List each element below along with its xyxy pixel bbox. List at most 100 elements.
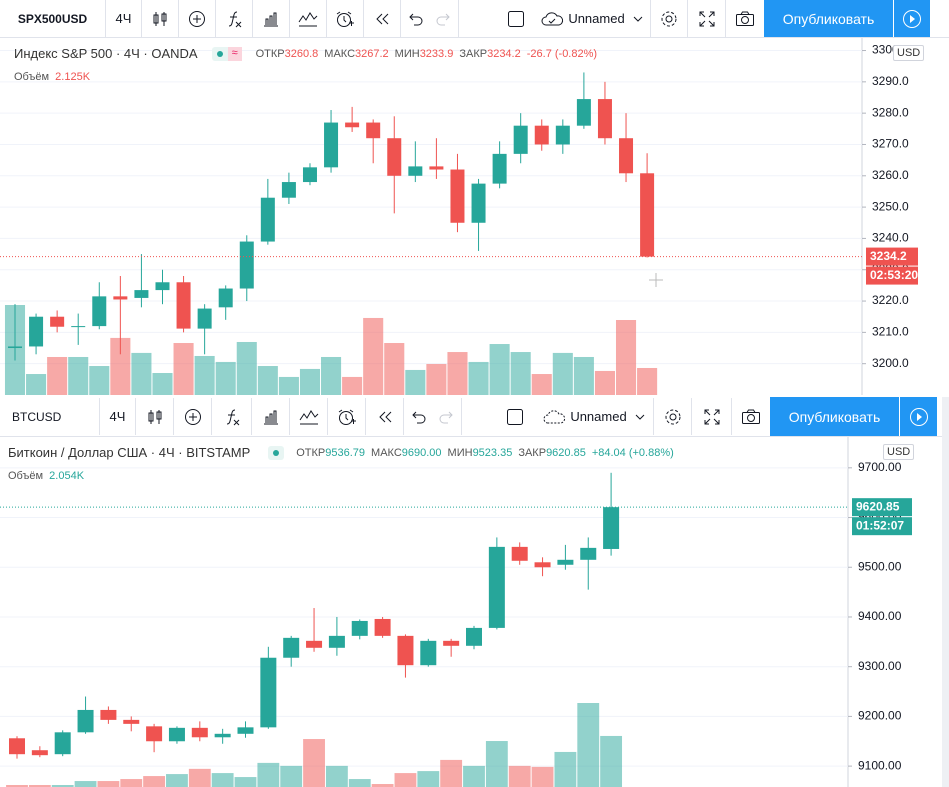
layout-name[interactable]: Unnamed <box>533 0 651 37</box>
chart-title: Биткоин / Доллар США · 4Ч · BITSTAMP <box>8 445 251 460</box>
volume-bar <box>325 765 348 787</box>
candle-body <box>580 547 597 560</box>
volume-bar <box>68 356 89 395</box>
fullscreen-button[interactable] <box>688 0 726 37</box>
candle-body <box>429 166 444 170</box>
icon <box>742 409 760 424</box>
candle-body <box>9 738 25 755</box>
low-value: 9523.35 <box>472 446 513 459</box>
last-price-box <box>866 247 918 266</box>
undo-button[interactable] <box>401 0 429 37</box>
interval[interactable]: 4Ч <box>100 398 136 435</box>
volume-bar <box>600 735 623 787</box>
replay-button[interactable] <box>366 398 404 435</box>
volume-bar <box>97 781 120 787</box>
y-tick-label: 3270.0 <box>872 137 909 151</box>
candle-body <box>8 346 22 349</box>
currency-badge[interactable]: USD <box>883 444 915 460</box>
y-tick-label: 9300.00 <box>858 659 902 673</box>
snapshot-button[interactable] <box>732 398 770 435</box>
candle-body <box>50 316 65 327</box>
candle-body <box>471 183 486 223</box>
last-price-box <box>852 498 912 517</box>
volume-bar <box>342 376 363 395</box>
templates-button[interactable] <box>253 0 290 37</box>
volume-bar <box>143 776 166 787</box>
alert-indicator-button[interactable] <box>290 398 328 435</box>
volume-bar <box>131 352 152 395</box>
symbol-search[interactable]: BTCUSD <box>0 398 100 435</box>
volume-bar <box>74 781 97 787</box>
low-value: 3233.9 <box>419 47 454 60</box>
layout-button[interactable] <box>496 398 534 435</box>
alert-button[interactable] <box>327 0 364 37</box>
change-value: -26.7 (-0.82%) <box>526 47 598 60</box>
layout-name[interactable]: Unnamed <box>534 398 654 435</box>
layout-name-text: Unnamed <box>570 409 627 424</box>
volume-label: Объём <box>8 470 44 482</box>
status-badge <box>268 445 285 460</box>
candle-body <box>197 308 212 329</box>
icon <box>699 11 714 26</box>
indicators-button[interactable] <box>216 0 253 37</box>
redo-button[interactable] <box>429 0 459 37</box>
compare-button[interactable] <box>174 398 212 435</box>
close-value: 3234.2 <box>487 47 521 60</box>
candle-body <box>466 627 482 646</box>
candle-body <box>324 122 339 168</box>
volume-bar <box>278 376 299 395</box>
undo-button[interactable] <box>404 398 432 435</box>
candle-body <box>260 197 275 242</box>
volume-bar <box>110 337 131 395</box>
icon <box>263 410 278 424</box>
snapshot-button[interactable] <box>726 0 764 37</box>
right-strip <box>942 397 949 787</box>
chart-type-button[interactable] <box>136 398 174 435</box>
icon <box>298 11 318 26</box>
volume-bar <box>463 765 485 787</box>
icon <box>909 407 928 426</box>
y-tick-label: 9500.00 <box>858 559 902 573</box>
candle-body <box>134 290 149 298</box>
candle-body <box>71 326 86 328</box>
icon <box>543 409 566 423</box>
candle-body <box>492 153 507 184</box>
interval[interactable]: 4Ч <box>106 0 142 37</box>
low-label: МИН <box>447 446 473 459</box>
volume-bar <box>236 341 257 395</box>
indicators-button[interactable] <box>212 398 252 435</box>
icon <box>736 11 754 26</box>
candle-body <box>597 99 612 139</box>
settings-button[interactable] <box>651 0 688 37</box>
candle-body <box>420 640 437 666</box>
templates-button[interactable] <box>252 398 290 435</box>
volume-bar <box>508 765 531 787</box>
candle-body <box>534 125 549 145</box>
open-value: 9536.79 <box>325 446 366 459</box>
replay-button[interactable] <box>364 0 401 37</box>
volume-bar <box>485 741 508 787</box>
chart-type-button[interactable] <box>142 0 179 37</box>
currency-badge[interactable]: USD <box>893 45 925 61</box>
fullscreen-button[interactable] <box>692 398 732 435</box>
alert-indicator-button[interactable] <box>290 0 327 37</box>
publish-button[interactable]: Опубликовать <box>764 0 893 37</box>
symbol-search[interactable]: SPX500USD <box>0 0 106 37</box>
redo-button[interactable] <box>432 398 462 435</box>
y-tick-label: 3210.0 <box>872 325 909 339</box>
alert-button[interactable] <box>328 398 366 435</box>
volume-bar <box>417 771 440 787</box>
volume-bar <box>257 762 280 787</box>
compare-button[interactable] <box>179 0 216 37</box>
candle-body <box>534 562 551 568</box>
icon <box>189 10 205 27</box>
settings-button[interactable] <box>654 398 692 435</box>
publish-button[interactable]: Опубликовать <box>770 397 899 436</box>
volume-bar <box>468 361 489 395</box>
volume-bar <box>577 703 600 787</box>
play-button[interactable] <box>893 0 930 37</box>
layout-button[interactable] <box>499 0 533 37</box>
play-button[interactable] <box>899 397 937 436</box>
